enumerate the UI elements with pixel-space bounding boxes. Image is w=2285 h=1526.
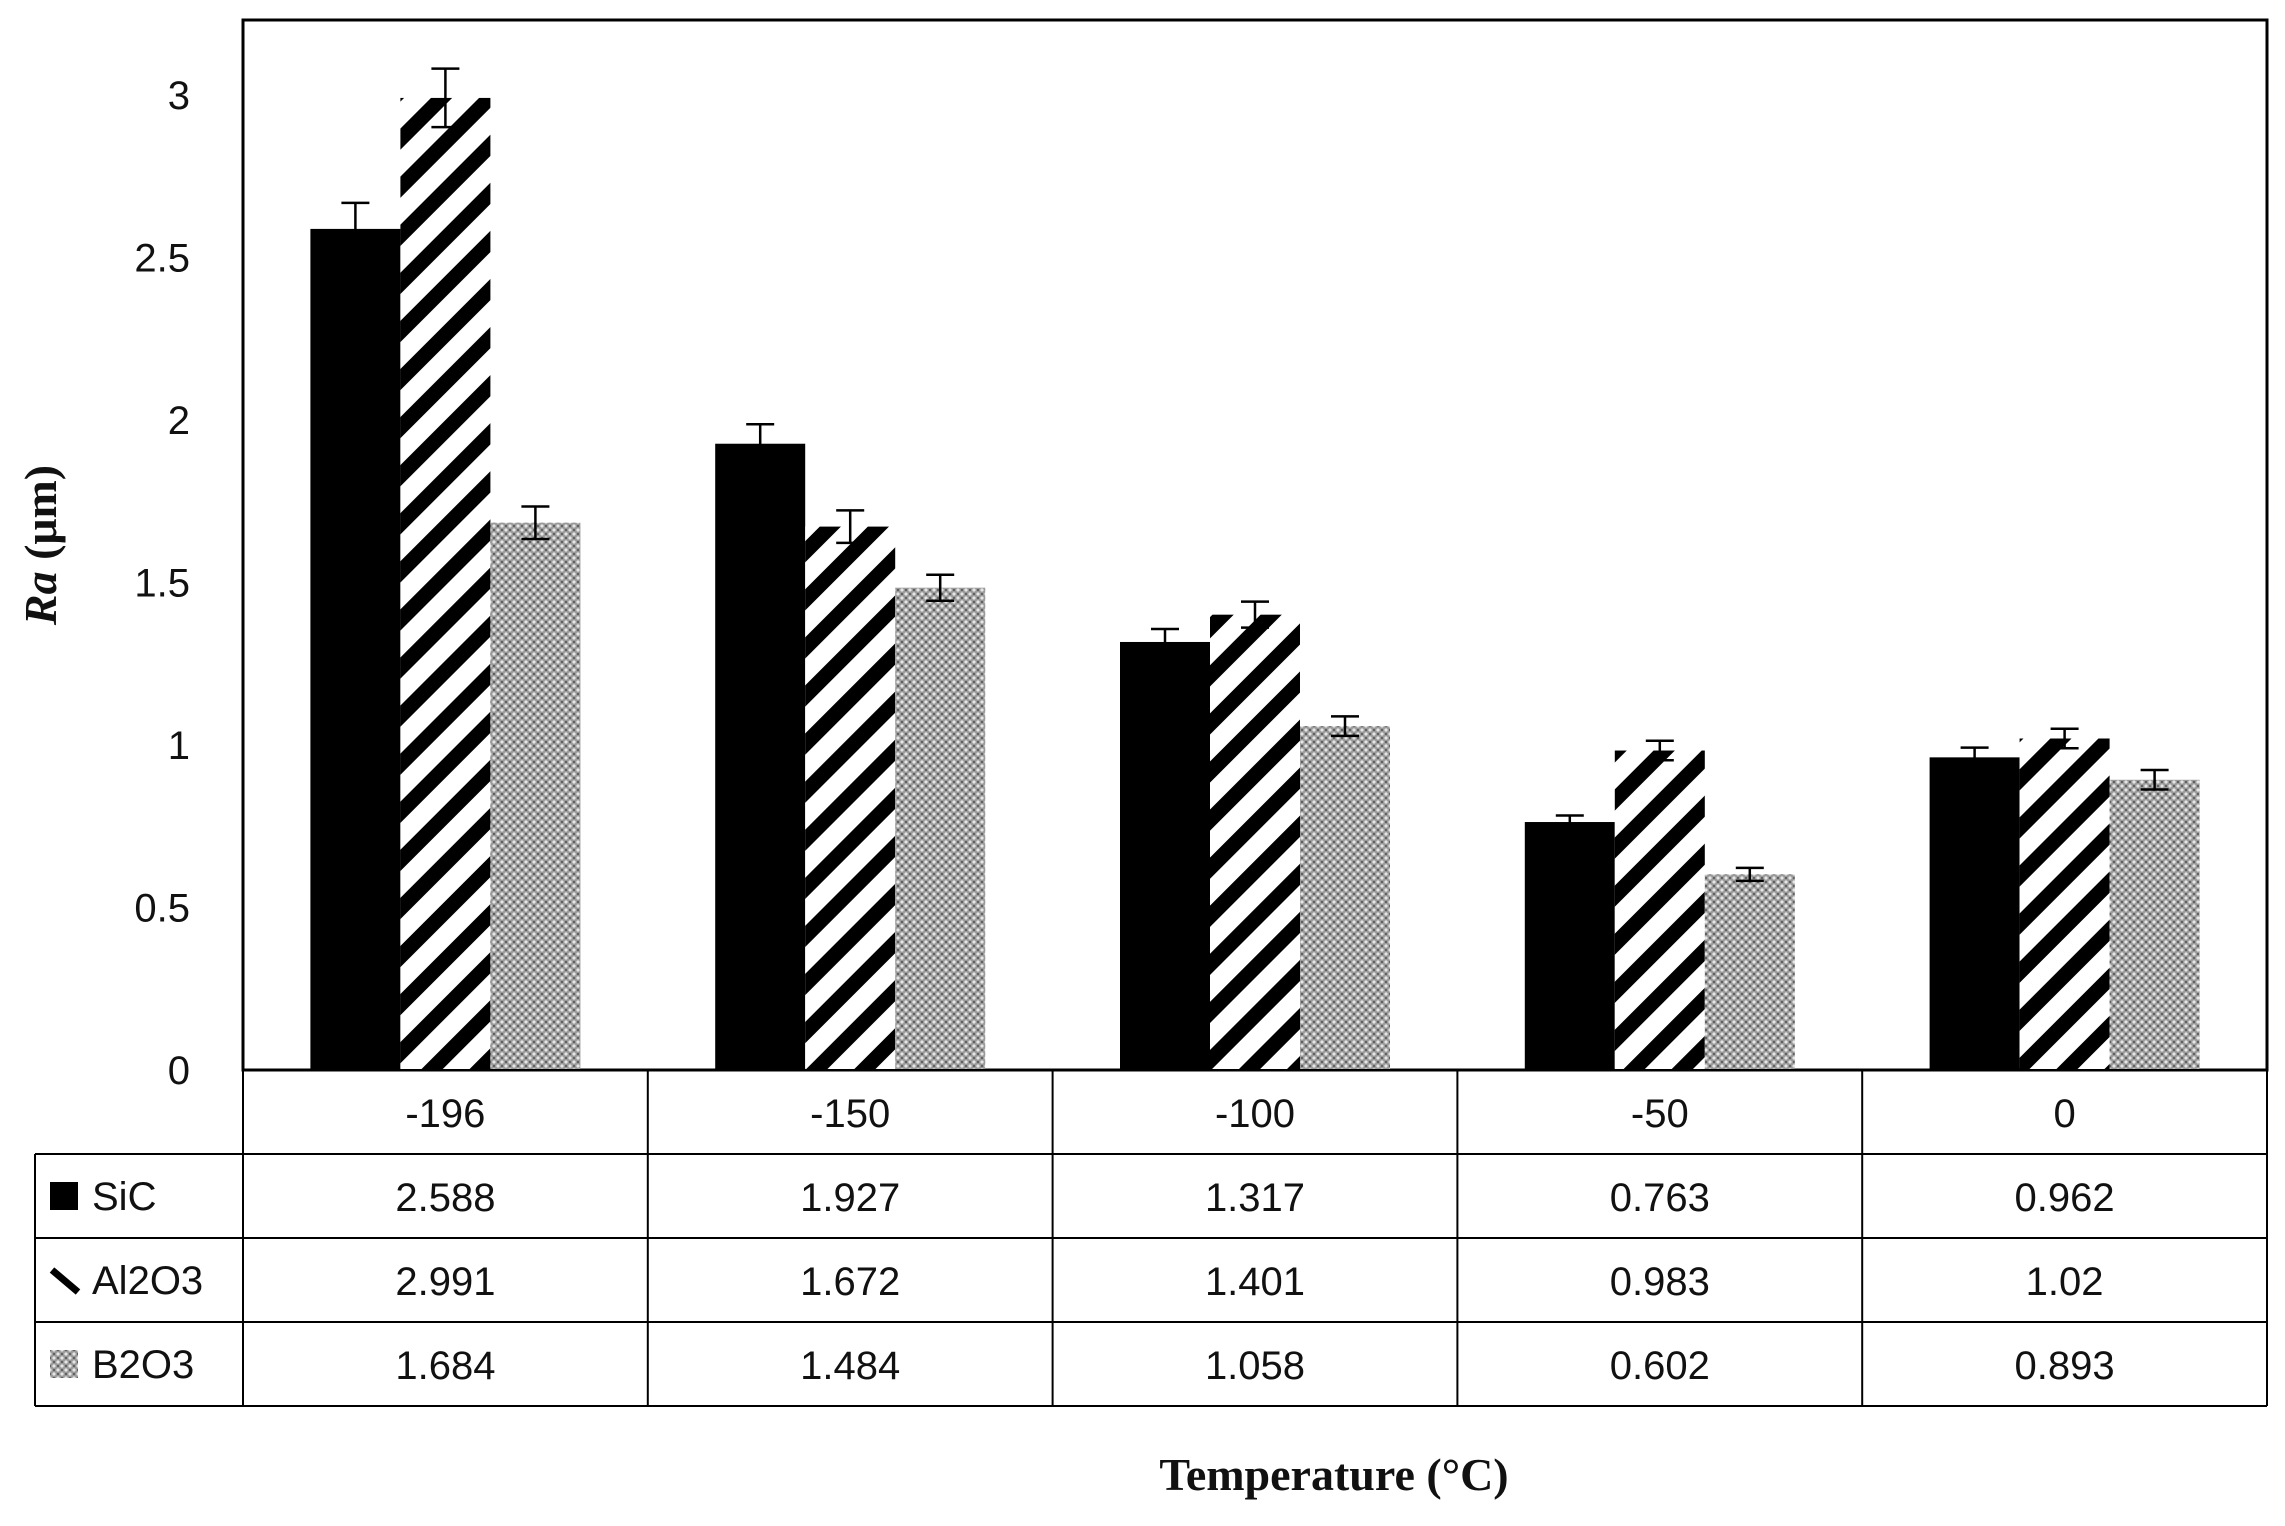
- y-tick-label: 3: [168, 74, 190, 118]
- y-tick-label: 1: [168, 724, 190, 768]
- error-bar-sic-0: [1960, 746, 1989, 769]
- y-axis-title: Ra (μm): [15, 465, 66, 626]
- error-bar-al2o3--100: [1241, 600, 1269, 629]
- error-bar-al2o3--150: [836, 509, 865, 545]
- data-label: 2.588: [395, 1176, 495, 1220]
- x-axis-title: Temperature (°C): [1159, 1449, 1508, 1500]
- error-bar-al2o3--196: [431, 67, 460, 129]
- bar-sic--100: [1120, 641, 1210, 1070]
- x-category-label: -50: [1631, 1092, 1689, 1136]
- bar-al2o3--150: [805, 526, 896, 1070]
- data-label: 1.401: [1205, 1260, 1305, 1304]
- data-label: 0.602: [1610, 1344, 1710, 1388]
- legend-key-al2o3: [49, 1267, 81, 1295]
- bar-al2o3--100: [1210, 614, 1300, 1070]
- bar-b2o3--100: [1300, 726, 1390, 1070]
- bar-sic--150: [715, 443, 806, 1071]
- y-tick-label: 1.5: [134, 562, 190, 606]
- data-label: 2.991: [395, 1260, 495, 1304]
- error-bar-sic--150: [746, 422, 775, 465]
- data-label: 1.058: [1205, 1344, 1305, 1388]
- bar-sic--196: [310, 228, 401, 1070]
- data-label: 1.672: [800, 1260, 900, 1304]
- data-label: 0.893: [2015, 1344, 2115, 1388]
- data-table: -196 -150 -100 -50 0 SiC 2.588 1.927 1.317 0.763 0…: [34, 1069, 2268, 1407]
- bars-group: [310, 97, 2200, 1071]
- data-label: 1.684: [395, 1344, 495, 1388]
- data-label: 1.927: [800, 1176, 900, 1220]
- legend-key-sic: [50, 1182, 78, 1210]
- y-axis-title-var: Ra: [15, 571, 66, 626]
- error-bar-al2o3-0: [2050, 727, 2079, 750]
- error-bars-group: [341, 67, 2169, 883]
- bar-b2o3-0: [2109, 779, 2200, 1070]
- bar-al2o3-0: [2019, 738, 2110, 1070]
- error-bar-b2o3--150: [926, 573, 955, 602]
- bar-b2o3--196: [490, 522, 581, 1070]
- error-bar-sic--100: [1151, 627, 1179, 657]
- data-label: 1.02: [2026, 1260, 2104, 1304]
- y-tick-label: 0: [168, 1049, 190, 1093]
- data-label: 0.763: [1610, 1176, 1710, 1220]
- x-category-label: -100: [1215, 1092, 1295, 1136]
- data-label: 1.484: [800, 1344, 900, 1388]
- y-axis-title-unit: (μm): [15, 465, 66, 572]
- error-bar-sic--50: [1555, 814, 1584, 830]
- error-bar-b2o3--196: [521, 505, 550, 541]
- y-axis-ticks: 0 0.5 1 1.5 2 2.5 3: [134, 74, 190, 1093]
- data-label: 0.983: [1610, 1260, 1710, 1304]
- x-category-label: -150: [810, 1092, 890, 1136]
- legend-label-sic: SiC: [92, 1175, 156, 1219]
- bar-sic--50: [1524, 822, 1615, 1070]
- bar-al2o3--196: [400, 97, 491, 1071]
- legend-label-b2o3: B2O3: [92, 1343, 194, 1387]
- y-tick-label: 2: [168, 399, 190, 443]
- bar-b2o3--150: [895, 587, 986, 1070]
- x-category-label: 0: [2053, 1092, 2075, 1136]
- x-category-label: -196: [405, 1092, 485, 1136]
- y-tick-label: 0.5: [134, 887, 190, 931]
- bar-al2o3--50: [1614, 750, 1705, 1070]
- data-label: 0.962: [2015, 1176, 2115, 1220]
- error-bar-b2o3--100: [1331, 715, 1359, 738]
- bar-b2o3--50: [1704, 874, 1795, 1070]
- y-tick-label: 2.5: [134, 237, 190, 281]
- error-bar-b2o3--50: [1735, 866, 1764, 883]
- error-bar-b2o3-0: [2140, 768, 2169, 791]
- error-bar-al2o3--50: [1645, 739, 1674, 762]
- data-label: 1.317: [1205, 1176, 1305, 1220]
- bar-sic-0: [1929, 757, 2020, 1070]
- error-bar-sic--196: [341, 201, 370, 257]
- legend-label-al2o3: Al2O3: [92, 1259, 203, 1303]
- legend-key-b2o3: [50, 1350, 78, 1378]
